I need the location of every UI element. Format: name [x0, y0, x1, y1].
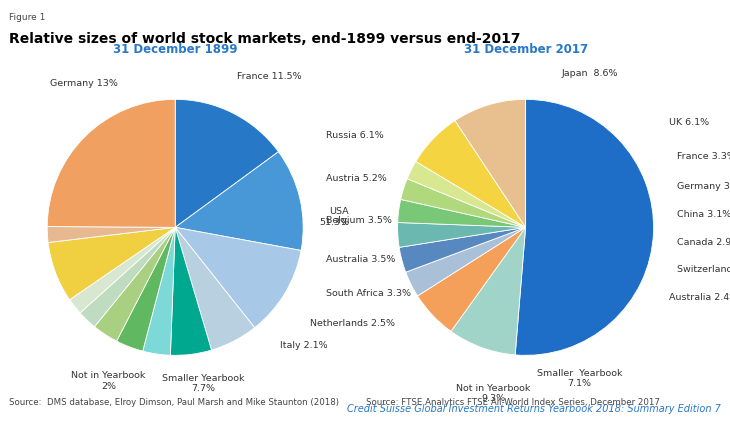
Text: Japan  8.6%: Japan 8.6%: [561, 69, 618, 78]
Wedge shape: [416, 120, 526, 227]
Text: Australia 3.5%: Australia 3.5%: [326, 255, 396, 264]
Text: UK 6.1%: UK 6.1%: [669, 118, 709, 127]
Wedge shape: [451, 227, 526, 355]
Wedge shape: [418, 227, 526, 331]
Wedge shape: [407, 162, 526, 227]
Wedge shape: [143, 227, 175, 355]
Text: Italy 2.1%: Italy 2.1%: [280, 341, 328, 349]
Wedge shape: [94, 227, 175, 341]
Text: Russia 6.1%: Russia 6.1%: [326, 131, 384, 140]
Text: Not in Yearbook
2%: Not in Yearbook 2%: [72, 371, 146, 391]
Text: Austria 5.2%: Austria 5.2%: [326, 174, 387, 183]
Text: Germany 3.2%: Germany 3.2%: [677, 182, 730, 191]
Wedge shape: [80, 227, 175, 327]
Text: France 11.5%: France 11.5%: [237, 72, 301, 81]
Wedge shape: [399, 227, 526, 272]
Wedge shape: [69, 227, 175, 313]
Wedge shape: [175, 227, 301, 328]
Wedge shape: [47, 99, 175, 227]
Text: USA
51.3%: USA 51.3%: [319, 208, 349, 227]
Wedge shape: [515, 99, 653, 355]
Wedge shape: [175, 152, 303, 250]
Text: Smaller  Yearbook
7.1%: Smaller Yearbook 7.1%: [537, 369, 622, 388]
Text: Source:  DMS database, Elroy Dimson, Paul Marsh and Mike Staunton (2018): Source: DMS database, Elroy Dimson, Paul…: [9, 398, 339, 407]
Text: Source: FTSE Analytics FTSE All-World Index Series, December 2017: Source: FTSE Analytics FTSE All-World In…: [366, 398, 661, 407]
Text: Smaller Yearbook
7.7%: Smaller Yearbook 7.7%: [162, 374, 245, 393]
Wedge shape: [398, 200, 526, 227]
Text: Belgium 3.5%: Belgium 3.5%: [326, 216, 392, 225]
Text: France 3.3%: France 3.3%: [677, 152, 730, 161]
Text: Netherlands 2.5%: Netherlands 2.5%: [310, 319, 395, 328]
Wedge shape: [398, 223, 526, 248]
Text: Canada 2.9%: Canada 2.9%: [677, 238, 730, 247]
Title: 31 December 1899: 31 December 1899: [113, 43, 237, 56]
Wedge shape: [175, 227, 255, 350]
Text: Credit Suisse Global Investment Returns Yearbook 2018: Summary Edition 7: Credit Suisse Global Investment Returns …: [347, 404, 721, 414]
Title: 31 December 2017: 31 December 2017: [464, 43, 588, 56]
Text: Not in Yearbook
9.3%: Not in Yearbook 9.3%: [456, 384, 531, 403]
Text: Relative sizes of world stock markets, end-1899 versus end-2017: Relative sizes of world stock markets, e…: [9, 32, 520, 45]
Wedge shape: [48, 227, 175, 300]
Text: Figure 1: Figure 1: [9, 13, 45, 21]
Wedge shape: [455, 99, 526, 227]
Text: South Africa 3.3%: South Africa 3.3%: [326, 289, 411, 298]
Wedge shape: [401, 179, 526, 227]
Wedge shape: [117, 227, 175, 351]
Wedge shape: [170, 227, 212, 355]
Text: Germany 13%: Germany 13%: [50, 80, 118, 88]
Wedge shape: [47, 226, 175, 242]
Wedge shape: [175, 99, 278, 227]
Text: China 3.1%: China 3.1%: [677, 210, 730, 219]
Wedge shape: [406, 227, 526, 296]
Text: Australia 2.4%: Australia 2.4%: [669, 293, 730, 302]
Text: Switzerland 2.7%: Switzerland 2.7%: [677, 265, 730, 274]
